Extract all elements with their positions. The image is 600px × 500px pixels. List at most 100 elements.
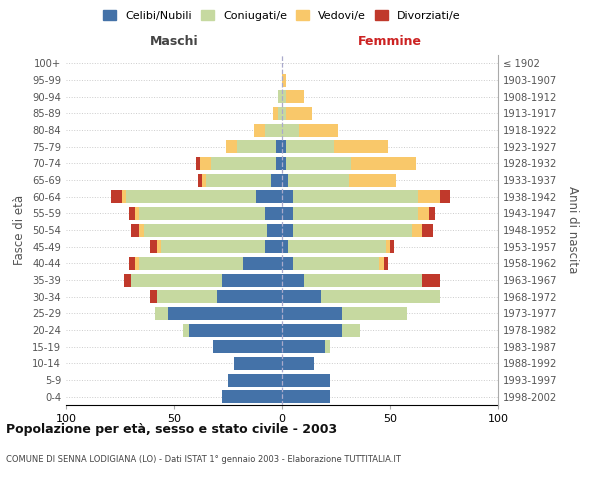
Bar (198, 174, 202, 186)
Bar (282, 357, 314, 370)
Bar (286, 107, 312, 120)
Bar (221, 390, 282, 403)
Bar (390, 240, 394, 253)
Bar (235, 357, 282, 370)
Bar (440, 190, 451, 203)
Bar (157, 240, 161, 253)
Bar (282, 290, 321, 303)
Bar (282, 374, 329, 386)
Bar (254, 124, 265, 136)
Bar (282, 324, 343, 336)
Bar (213, 340, 282, 353)
Bar (275, 157, 282, 170)
Bar (282, 74, 286, 86)
Text: Maschi: Maschi (149, 35, 199, 48)
Bar (282, 190, 293, 203)
Bar (267, 224, 282, 236)
Bar (206, 174, 271, 186)
Bar (282, 340, 325, 353)
Text: Popolazione per età, sesso e stato civile - 2003: Popolazione per età, sesso e stato civil… (6, 422, 337, 436)
Bar (321, 290, 440, 303)
Bar (265, 124, 282, 136)
Bar (289, 174, 349, 186)
Bar (343, 324, 360, 336)
Bar (282, 124, 299, 136)
Bar (343, 307, 407, 320)
Bar (139, 224, 144, 236)
Bar (221, 274, 282, 286)
Bar (282, 140, 286, 153)
Bar (282, 390, 329, 403)
Bar (112, 190, 122, 203)
Y-axis label: Fasce di età: Fasce di età (13, 195, 26, 265)
Bar (304, 274, 422, 286)
Bar (282, 107, 286, 120)
Bar (157, 290, 217, 303)
Bar (196, 157, 200, 170)
Bar (383, 257, 388, 270)
Bar (128, 207, 135, 220)
Bar (429, 207, 436, 220)
Bar (275, 140, 282, 153)
Bar (418, 190, 440, 203)
Bar (351, 157, 416, 170)
Bar (144, 224, 267, 236)
Bar (289, 240, 386, 253)
Bar (128, 257, 135, 270)
Bar (135, 207, 139, 220)
Bar (271, 174, 282, 186)
Legend: Celibi/Nubili, Coniugati/e, Vedovi/e, Divorziati/e: Celibi/Nubili, Coniugati/e, Vedovi/e, Di… (99, 6, 465, 25)
Bar (422, 224, 433, 236)
Bar (139, 207, 265, 220)
Bar (228, 374, 282, 386)
Bar (226, 140, 236, 153)
Bar (282, 257, 293, 270)
Bar (131, 224, 139, 236)
Bar (243, 257, 282, 270)
Bar (299, 124, 338, 136)
Bar (278, 90, 282, 103)
Bar (412, 224, 422, 236)
Bar (139, 257, 243, 270)
Bar (161, 240, 265, 253)
Bar (325, 340, 329, 353)
Bar (167, 307, 282, 320)
Bar (150, 290, 157, 303)
Bar (293, 224, 412, 236)
Bar (265, 207, 282, 220)
Bar (286, 140, 334, 153)
Bar (278, 107, 282, 120)
Bar (282, 157, 286, 170)
Bar (334, 140, 388, 153)
Bar (189, 324, 282, 336)
Bar (282, 307, 343, 320)
Text: Femmine: Femmine (358, 35, 422, 48)
Bar (131, 274, 221, 286)
Bar (293, 207, 418, 220)
Bar (122, 190, 127, 203)
Bar (286, 90, 304, 103)
Bar (127, 190, 256, 203)
Bar (282, 224, 293, 236)
Bar (236, 140, 275, 153)
Bar (211, 157, 275, 170)
Bar (282, 90, 286, 103)
Text: COMUNE DI SENNA LODIGIANA (LO) - Dati ISTAT 1° gennaio 2003 - Elaborazione TUTTI: COMUNE DI SENNA LODIGIANA (LO) - Dati IS… (6, 455, 401, 464)
Y-axis label: Anni di nascita: Anni di nascita (566, 186, 578, 274)
Bar (256, 190, 282, 203)
Bar (282, 274, 304, 286)
Bar (155, 307, 167, 320)
Bar (282, 240, 289, 253)
Bar (286, 157, 351, 170)
Bar (282, 207, 293, 220)
Bar (124, 274, 131, 286)
Bar (135, 257, 139, 270)
Bar (265, 240, 282, 253)
Bar (386, 240, 390, 253)
Bar (422, 274, 440, 286)
Bar (200, 157, 211, 170)
Bar (293, 190, 418, 203)
Bar (274, 107, 278, 120)
Bar (150, 240, 157, 253)
Bar (379, 257, 383, 270)
